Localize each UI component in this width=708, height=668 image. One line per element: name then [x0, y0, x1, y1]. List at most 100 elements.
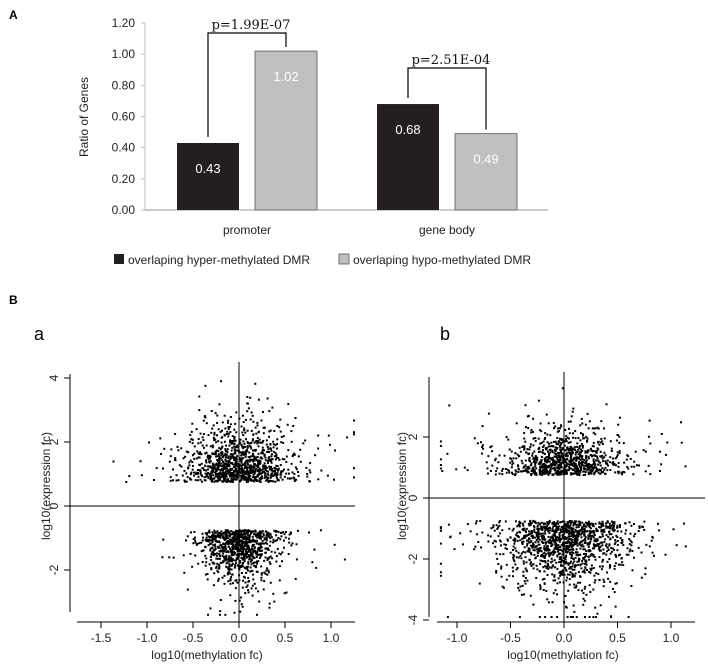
scatter-b-point: [561, 469, 564, 472]
scatter-b-point: [551, 463, 554, 466]
scatter-a-point: [198, 456, 201, 459]
scatter-b-point: [591, 466, 594, 469]
scatter-b-point: [549, 456, 552, 459]
scatter-a-point: [268, 479, 271, 482]
scatter-b-point: [548, 471, 551, 474]
scatter-a-point: [229, 547, 231, 550]
scatter-b-point: [546, 528, 549, 531]
scatter-a-point: [193, 452, 196, 455]
scatter-a-point: [229, 572, 231, 575]
scatter-b-point: [592, 523, 595, 526]
scatter-b-point: [581, 433, 584, 436]
scatter-a-point: [253, 550, 256, 553]
scatter-a-point: [216, 422, 219, 424]
scatter-a-point: [224, 467, 227, 470]
scatter-a-point: [219, 536, 222, 539]
scatter-b-point: [574, 564, 576, 567]
scatter-b-point: [548, 453, 551, 455]
scatter-b-point: [553, 524, 556, 527]
scatter-b-point: [539, 473, 542, 476]
scatter-b-point: [567, 451, 570, 454]
scatter-a-point: [246, 459, 249, 462]
scatter-b-point: [577, 571, 580, 574]
scatter-a-point: [217, 468, 220, 471]
scatter-b-point: [512, 558, 515, 561]
scatter-b-point: [664, 553, 667, 556]
scatter-b-point: [543, 577, 546, 580]
scatter-a-point: [267, 569, 270, 572]
scatter-b-point: [539, 584, 542, 587]
scatter-b-point: [558, 571, 561, 574]
scatter-a-point: [191, 442, 194, 445]
scatter-b-point: [542, 469, 545, 472]
scatter-a-point: [204, 452, 207, 455]
scatter-b-point: [534, 522, 537, 525]
scatter-b-point: [552, 459, 554, 462]
scatter-b-point: [583, 556, 586, 559]
scatter-b-point: [592, 547, 595, 550]
scatter-a-point: [241, 431, 244, 434]
scatter-b-point: [622, 544, 625, 546]
scatter-b-point: [564, 453, 567, 456]
scatter-a-point: [242, 541, 245, 544]
scatter-b-point: [490, 445, 493, 448]
scatter-a-point: [211, 541, 214, 543]
scatter-b-point: [594, 606, 597, 609]
scatter-a-point: [218, 461, 221, 464]
scatter-b-point: [539, 525, 542, 528]
scatter-b-point: [599, 455, 602, 458]
scatter-a-point: [212, 544, 215, 547]
scatter-a-point: [215, 554, 218, 557]
scatter-b-point: [575, 464, 577, 467]
scatter-a-point: [237, 476, 240, 479]
scatter-a-point: [267, 450, 270, 453]
scatter-a-point: [276, 465, 279, 468]
scatter-a-point: [270, 465, 273, 468]
p-value-label: p=1.99E-07: [212, 18, 291, 33]
scatter-b-point: [541, 464, 544, 467]
scatter-b-point: [532, 437, 535, 440]
scatter-b-point: [600, 530, 603, 533]
scatter-b-point: [589, 527, 592, 530]
scatter-b-point: [546, 524, 549, 526]
scatter-a-point: [252, 449, 255, 452]
scatter-b-point: [552, 467, 555, 470]
scatter-a-point: [227, 568, 230, 571]
scatter-b-point: [574, 535, 577, 538]
scatter-a-point: [234, 587, 237, 590]
scatter-a-point: [283, 468, 285, 471]
scatter-a-point: [169, 455, 172, 458]
scatter-b-point: [643, 520, 646, 523]
scatter-a-point: [214, 450, 217, 453]
scatter-a-point: [190, 430, 193, 433]
scatter-a-point: [279, 464, 282, 466]
scatter-b-point: [494, 540, 497, 543]
scatter-a-point: [260, 419, 263, 422]
scatter-b-point: [551, 601, 554, 604]
scatter-b-point: [630, 544, 633, 547]
scatter-b-point: [557, 456, 560, 459]
scatter-b-point: [553, 574, 556, 577]
scatter-a-point: [227, 428, 230, 431]
scatter-b-point: [546, 562, 549, 565]
scatter-b-point: [575, 523, 578, 526]
scatter-b-point: [562, 462, 565, 465]
scatter-b-point: [558, 561, 561, 564]
scatter-b-point: [474, 545, 477, 548]
scatter-b-point: [534, 458, 537, 461]
bar-hypo-promoter: [254, 50, 318, 211]
scatter-a-point: [229, 472, 232, 475]
scatter-b-point: [539, 469, 542, 472]
scatter-a-point: [256, 442, 259, 445]
scatter-b-point: [587, 536, 590, 539]
scatter-b-point: [533, 525, 535, 528]
scatter-b-point: [538, 523, 541, 526]
scatter-a-point: [205, 461, 208, 464]
scatter-b-point: [573, 461, 575, 464]
scatter-a-point: [243, 547, 246, 550]
scatter-b-point: [574, 430, 577, 432]
scatter-b-point: [557, 538, 560, 541]
scatter-a-point: [185, 472, 188, 475]
scatter-b-point: [620, 539, 623, 542]
scatter-a-point: [240, 564, 243, 567]
